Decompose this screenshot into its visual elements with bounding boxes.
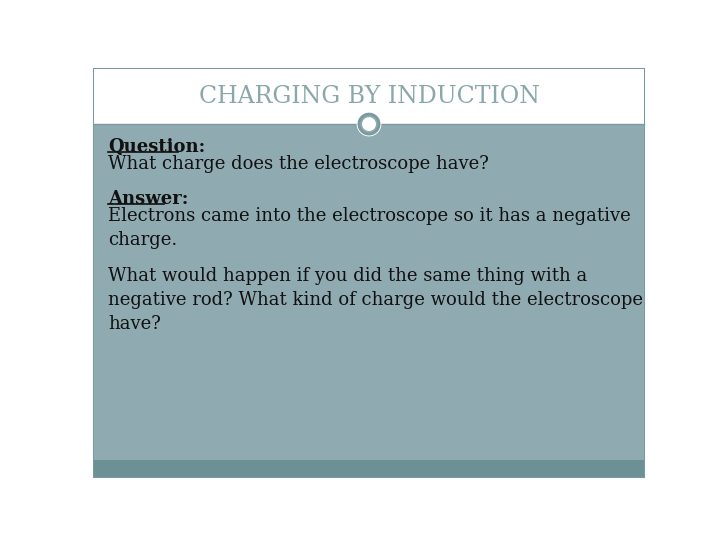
Bar	[94, 460, 644, 477]
Circle shape	[362, 117, 376, 131]
Bar	[94, 124, 644, 460]
Bar	[94, 69, 644, 124]
Circle shape	[359, 114, 379, 134]
Text: Electrons came into the electroscope so it has a negative
charge.: Electrons came into the electroscope so …	[108, 207, 631, 249]
Text: What would happen if you did the same thing with a
negative rod? What kind of ch: What would happen if you did the same th…	[108, 267, 643, 333]
Text: Question:: Question:	[108, 138, 205, 156]
Text: CHARGING BY INDUCTION: CHARGING BY INDUCTION	[199, 85, 539, 108]
Text: What charge does the electroscope have?: What charge does the electroscope have?	[108, 155, 489, 173]
Text: Answer:: Answer:	[108, 190, 188, 208]
Circle shape	[356, 112, 382, 137]
